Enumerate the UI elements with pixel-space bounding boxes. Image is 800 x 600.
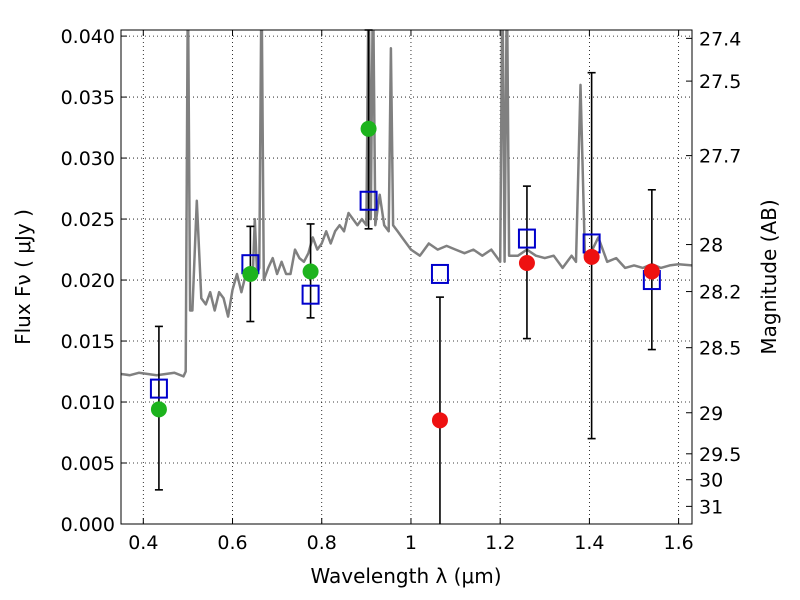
y-tick-label: 0.000 [61,514,115,536]
observed-flux-point [360,120,377,137]
sed-model-layer [121,30,692,378]
y-tick-label: 0.040 [61,26,115,48]
y-tick-label: 0.035 [61,87,115,109]
sed-model-line [121,30,692,378]
x-tick-label: 1.2 [485,532,515,554]
plot-background [121,30,692,524]
model-photometry-square [430,263,449,284]
nir-flux-point [583,248,600,265]
x-tick-label: 0.4 [128,532,158,554]
observed-flux-point [242,265,259,282]
y2-tick-label: 30 [699,470,723,492]
x-tick-label: 1.6 [664,532,694,554]
x-axis-ticks: 0.4 0.6 0.8 1 1.2 1.4 1.6 [128,30,694,554]
y2-tick-label: 28.2 [699,282,741,304]
model-photometry-square [517,228,536,249]
y-tick-label: 0.030 [61,148,115,170]
x-tick-label: 0.6 [217,532,247,554]
plot-frame [120,29,693,525]
data-markers [149,120,661,429]
x-tick-label: 1 [405,532,417,554]
y2-tick-label: 31 [699,496,723,518]
y2-axis-label: Magnitude (AB) [757,199,781,354]
nir-flux-point [431,412,448,429]
y2-tick-label: 27.4 [699,28,741,50]
y2-tick-label: 28.5 [699,338,741,360]
observed-flux-point [302,263,319,280]
nir-flux-point [643,263,660,280]
y-tick-label: 0.005 [61,453,115,475]
y-tick-label: 0.020 [61,270,115,292]
x-tick-label: 0.8 [307,532,337,554]
y2-tick-label: 27.7 [699,146,741,168]
model-photometry-square [301,284,320,305]
y2-tick-label: 28 [699,235,723,257]
x-tick-label: 1.4 [574,532,604,554]
nir-flux-point [518,254,535,271]
y-tick-label: 0.015 [61,331,115,353]
y2-tick-label: 29.5 [699,444,741,466]
y-axis-label: Flux Fν ( μJy ) [11,209,35,345]
model-photometry-square [359,190,378,211]
y-axis-ticks: 0.000 0.005 0.010 0.015 0.020 0.025 0.030 0.035… [61,26,127,536]
y-tick-label: 0.025 [61,209,115,231]
y2-axis-ticks: 27.4 27.5 27.7 28 28.2 28.5 29 29.5 30 31 [686,28,741,518]
observed-flux-point [150,401,167,418]
y2-tick-label: 29 [699,403,723,425]
y2-tick-label: 27.5 [699,71,741,93]
model-photometry-square [149,378,168,399]
x-axis-label: Wavelength λ (μm) [310,564,501,588]
y-tick-label: 0.010 [61,392,115,414]
